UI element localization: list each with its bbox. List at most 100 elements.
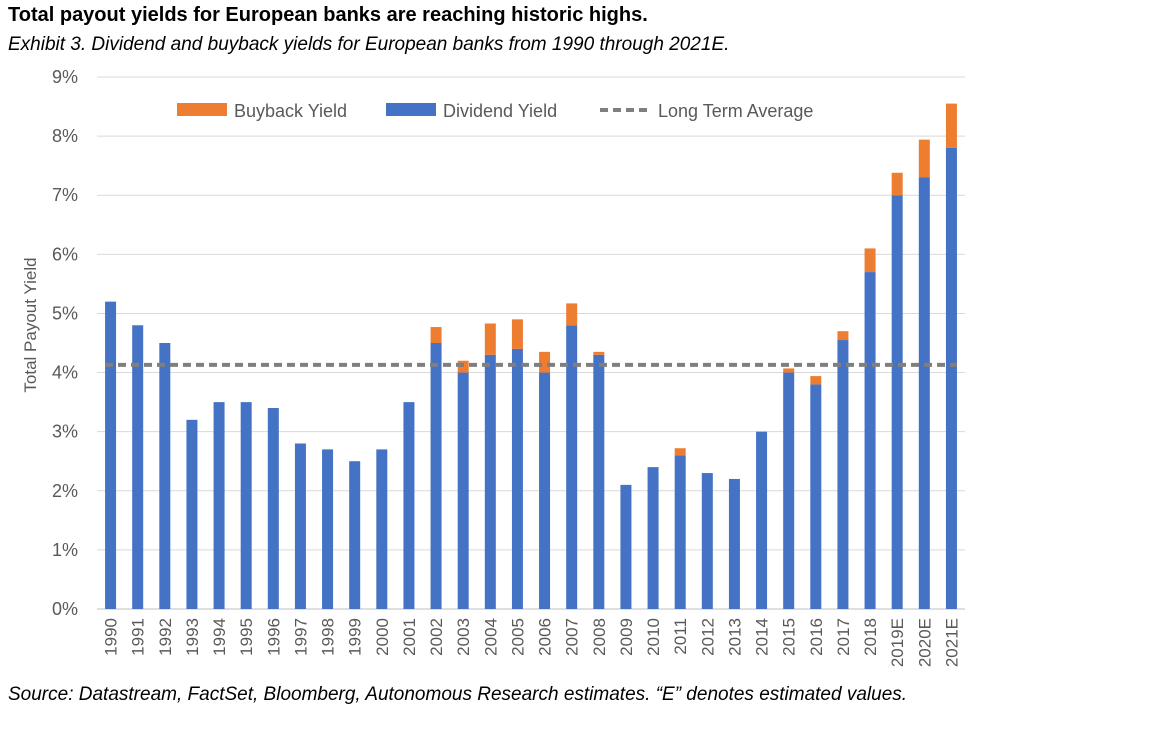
bar-buyback-2017	[837, 331, 849, 341]
bar-dividend-1994	[213, 402, 225, 609]
bar-buyback-2020E	[918, 139, 930, 178]
bar-buyback-2016	[810, 376, 822, 385]
bar-dividend-2007	[566, 325, 578, 609]
x-tick-label: 1997	[291, 618, 310, 656]
x-tick-label: 2005	[508, 618, 527, 656]
x-tick-label: 2011	[671, 618, 690, 655]
bar-buyback-2004	[484, 323, 496, 355]
x-tick-label: 2017	[834, 618, 853, 656]
legend-label-average: Long Term Average	[658, 101, 813, 121]
x-tick-label: 1995	[237, 618, 256, 656]
bar-dividend-2018	[864, 272, 876, 609]
bar-dividend-1993	[186, 419, 198, 609]
bar-dividend-2005	[511, 348, 523, 609]
bar-dividend-1997	[294, 443, 306, 609]
bar-buyback-2019E	[891, 172, 903, 196]
bar-dividend-2004	[484, 354, 496, 609]
bar-dividend-2019E	[891, 195, 903, 609]
x-tick-label: 2000	[373, 618, 392, 656]
bar-buyback-2008	[593, 351, 605, 355]
x-tick-label: 2014	[753, 618, 772, 656]
bar-dividend-1998	[322, 449, 334, 609]
y-tick-label: 8%	[52, 126, 78, 146]
x-tick-label: 2016	[807, 618, 826, 656]
bar-buyback-2005	[511, 319, 523, 349]
bar-buyback-2006	[539, 351, 551, 373]
x-tick-label: 2012	[698, 618, 717, 656]
x-tick-label: 1994	[210, 618, 229, 656]
bar-dividend-2017	[837, 340, 849, 609]
bar-dividend-2016	[810, 384, 822, 609]
bar-dividend-1995	[240, 402, 252, 609]
x-tick-label: 2004	[481, 618, 500, 656]
bar-buyback-2021E	[945, 103, 957, 148]
y-tick-label: 2%	[52, 481, 78, 501]
bar-dividend-1996	[267, 408, 279, 609]
y-tick-label: 9%	[52, 67, 78, 87]
x-tick-label: 1998	[319, 618, 338, 656]
x-tick-label: 1996	[264, 618, 283, 656]
x-tick-label: 2019E	[888, 618, 907, 667]
x-tick-label: 2008	[590, 618, 609, 656]
legend-label-buyback: Buyback Yield	[234, 101, 347, 121]
bar-buyback-2002	[430, 327, 442, 343]
bar-dividend-2009	[620, 484, 632, 609]
bar-dividend-1991	[132, 325, 144, 609]
bar-dividend-2006	[539, 372, 551, 609]
x-tick-label: 2018	[861, 618, 880, 656]
y-tick-label: 0%	[52, 599, 78, 619]
bar-dividend-2011	[674, 455, 686, 609]
x-tick-label: 2020E	[915, 618, 934, 667]
y-tick-label: 7%	[52, 185, 78, 205]
x-tick-label: 2010	[644, 618, 663, 656]
x-tick-label: 1993	[183, 618, 202, 656]
bar-dividend-2014	[756, 431, 768, 609]
y-tick-label: 5%	[52, 303, 78, 323]
x-tick-label: 1991	[129, 618, 148, 656]
x-tick-label: 2015	[780, 618, 799, 656]
bar-dividend-2001	[403, 402, 415, 609]
x-tick-label: 2001	[400, 618, 419, 656]
bars	[105, 103, 957, 609]
x-tick-label: 2002	[427, 618, 446, 656]
bar-dividend-1999	[349, 461, 361, 609]
x-tick-label: 2006	[536, 618, 555, 656]
source-note: Source: Datastream, FactSet, Bloomberg, …	[8, 684, 908, 705]
x-tick-label: 2003	[454, 618, 473, 656]
y-tick-label: 4%	[52, 363, 78, 383]
bar-buyback-2018	[864, 248, 876, 273]
bar-buyback-2011	[674, 448, 686, 456]
x-tick-label: 2009	[617, 618, 636, 656]
y-tick-label: 6%	[52, 244, 78, 264]
bar-dividend-2002	[430, 343, 442, 609]
bar-dividend-2021E	[945, 147, 957, 609]
x-tick-label: 2013	[725, 618, 744, 656]
legend: Buyback Yield Dividend Yield Long Term A…	[177, 101, 813, 121]
bar-dividend-2010	[647, 467, 659, 609]
legend-label-dividend: Dividend Yield	[443, 101, 557, 121]
x-tick-label: 2007	[563, 618, 582, 656]
y-tick-label: 1%	[52, 540, 78, 560]
x-tick-label: 1999	[346, 618, 365, 656]
bar-dividend-1990	[105, 301, 117, 609]
x-axis-ticks: 1990 1991 1992 1993 1994 1995 1996 1997 1998 1999…	[102, 618, 962, 667]
bar-dividend-2003	[457, 372, 469, 609]
legend-swatch-buyback	[177, 103, 227, 116]
x-tick-label: 2021E	[942, 618, 961, 667]
y-axis-ticks: 0% 1% 2% 3% 4% 5% 6% 7% 8% 9%	[52, 67, 78, 619]
bar-dividend-2020E	[918, 177, 930, 609]
legend-swatch-dividend	[386, 103, 436, 116]
chart-title: Total payout yields for European banks a…	[8, 4, 648, 26]
chart-area: 0%1%2%3%4%5%6%7%8%9% Total Payout Yield …	[21, 67, 965, 667]
bar-dividend-2000	[376, 449, 388, 609]
x-tick-label: 1992	[156, 618, 175, 656]
x-tick-label: 1990	[102, 618, 121, 656]
bar-buyback-2007	[566, 303, 578, 326]
gridlines	[97, 76, 965, 610]
bar-buyback-2015	[783, 368, 795, 373]
y-tick-label: 3%	[52, 422, 78, 442]
bar-dividend-1992	[159, 343, 171, 609]
bar-dividend-2013	[728, 478, 740, 609]
bar-dividend-2015	[783, 372, 795, 609]
bar-dividend-2012	[701, 473, 713, 609]
